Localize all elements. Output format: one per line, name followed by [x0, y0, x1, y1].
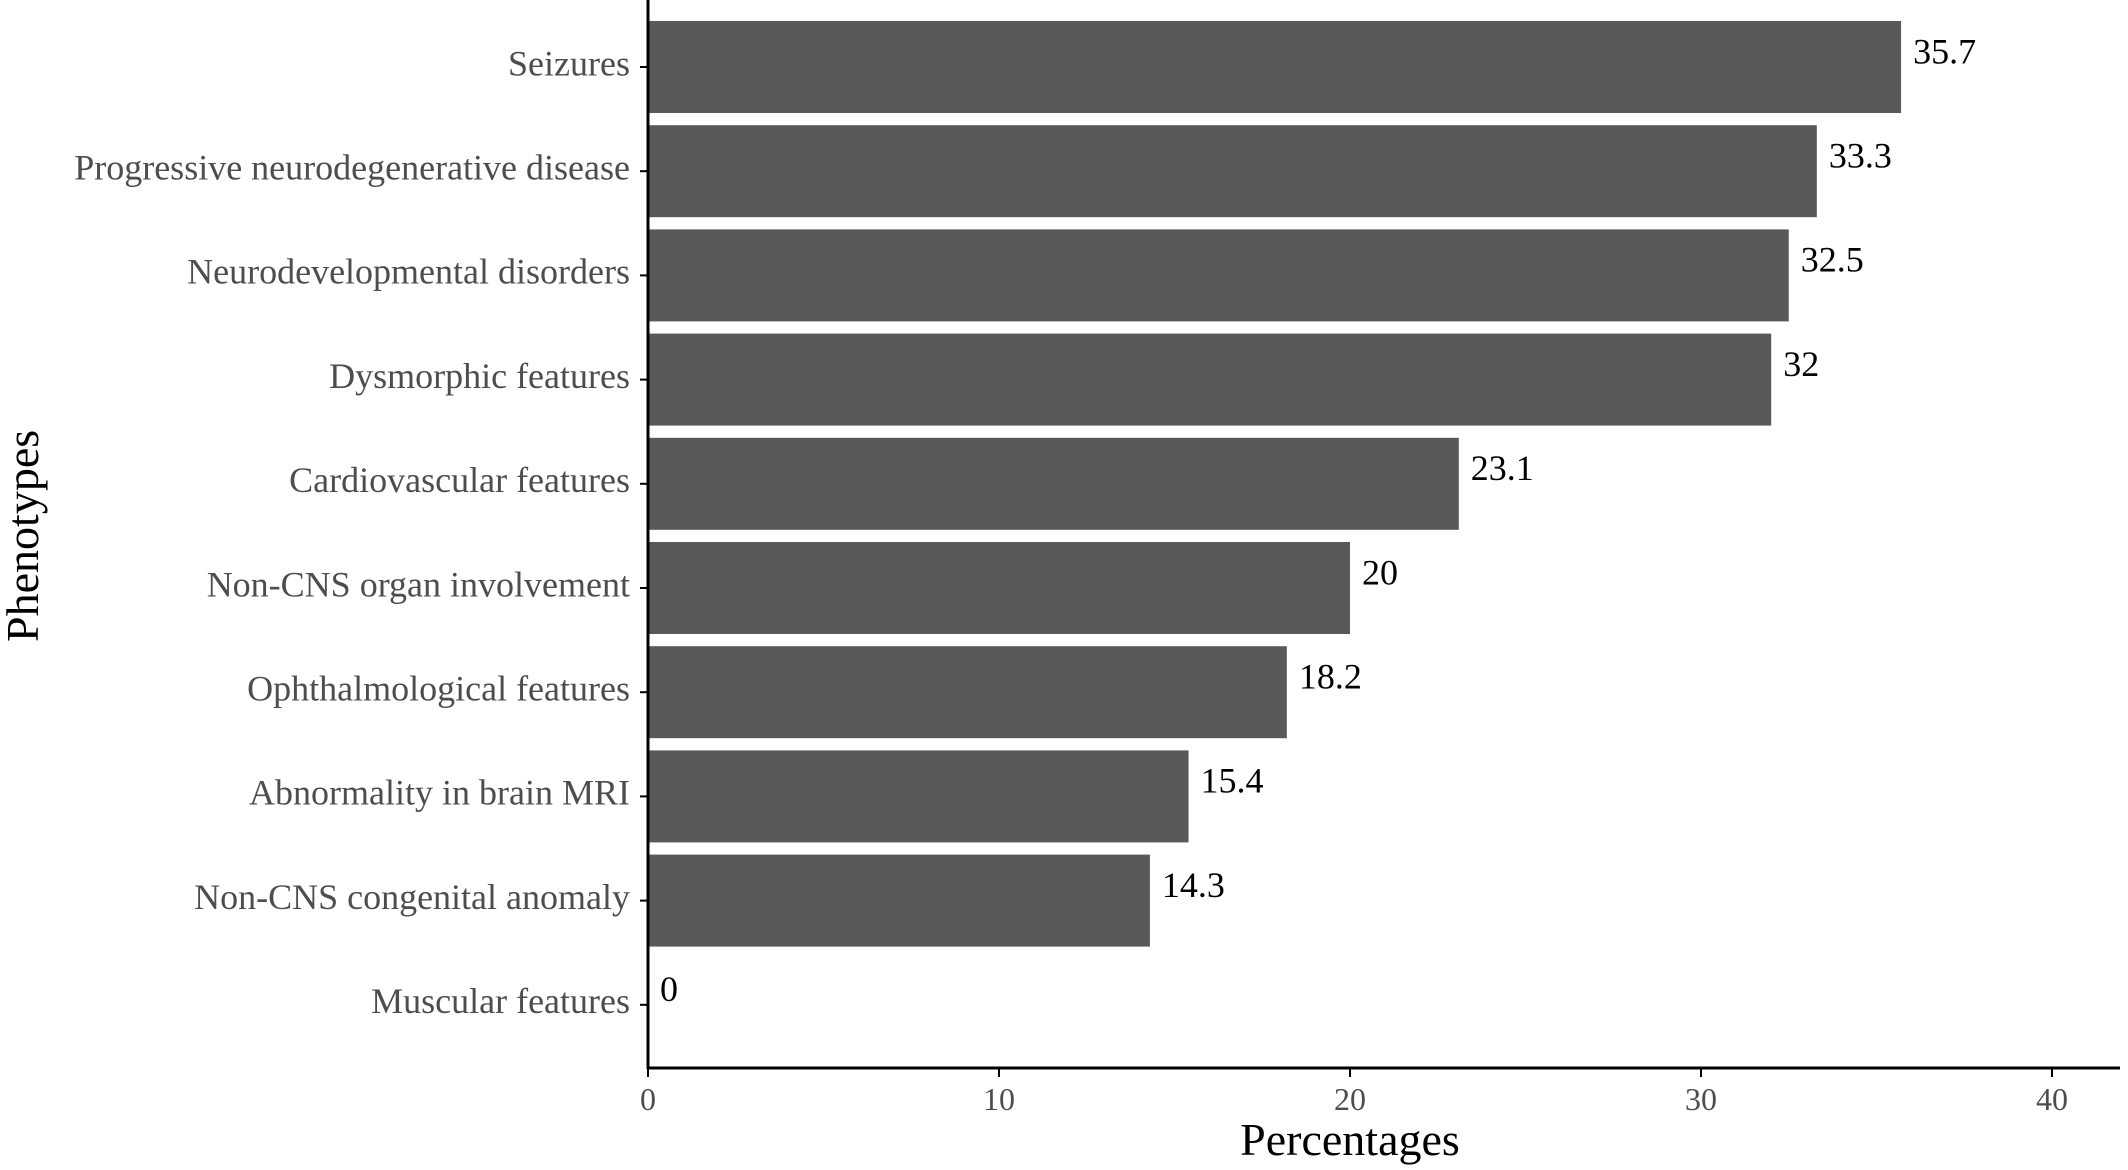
- data-label: 23.1: [1471, 448, 1534, 488]
- y-tick-label: Progressive neurodegenerative disease: [74, 147, 630, 187]
- x-tick-label: 10: [983, 1081, 1015, 1117]
- data-label: 32: [1783, 344, 1819, 384]
- y-tick-label: Cardiovascular features: [289, 460, 630, 500]
- data-label: 35.7: [1913, 31, 1976, 71]
- data-label: 20: [1362, 552, 1398, 592]
- x-tick-label: 30: [1685, 1081, 1717, 1117]
- x-axis-layer: 0 10 20 30 40: [640, 1068, 2068, 1117]
- bar: [648, 750, 1189, 843]
- data-label: 14.3: [1162, 865, 1225, 905]
- y-tick-label: Non-CNS organ involvement: [207, 564, 630, 604]
- bar: [648, 229, 1789, 322]
- bars-layer: [648, 21, 1902, 947]
- bar: [648, 125, 1817, 218]
- y-tick-label: Neurodevelopmental disorders: [187, 252, 630, 292]
- data-label: 18.2: [1299, 656, 1362, 696]
- x-tick-label: 40: [2036, 1081, 2068, 1117]
- bar: [648, 333, 1772, 426]
- y-tick-label: Seizures: [508, 43, 630, 83]
- y-axis-title: Phenotypes: [0, 430, 48, 642]
- data-label: 0: [660, 969, 678, 1009]
- y-tick-label: Dysmorphic features: [329, 356, 630, 396]
- value-labels-layer: 35.7 33.3 32.5 32 23.1 20 18.2 15.4 14.3 0: [660, 31, 1976, 1009]
- x-tick-label: 0: [640, 1081, 656, 1117]
- data-label: 15.4: [1201, 761, 1264, 801]
- x-tick-label: 20: [1334, 1081, 1366, 1117]
- y-tick-label: Ophthalmological features: [247, 668, 630, 708]
- y-tick-label: Non-CNS congenital anomaly: [194, 877, 630, 917]
- bar: [648, 542, 1350, 634]
- category-labels-layer: Seizures Progressive neurodegenerative di…: [74, 43, 630, 1021]
- bar: [648, 646, 1287, 739]
- bar: [648, 854, 1150, 947]
- bar: [648, 437, 1459, 530]
- x-axis-title: Percentages: [1240, 1114, 1460, 1165]
- data-label: 33.3: [1829, 135, 1892, 175]
- y-tick-label: Muscular features: [371, 981, 630, 1021]
- bar: [648, 21, 1902, 113]
- data-label: 32.5: [1801, 240, 1864, 280]
- y-tick-label: Abnormality in brain MRI: [249, 773, 630, 813]
